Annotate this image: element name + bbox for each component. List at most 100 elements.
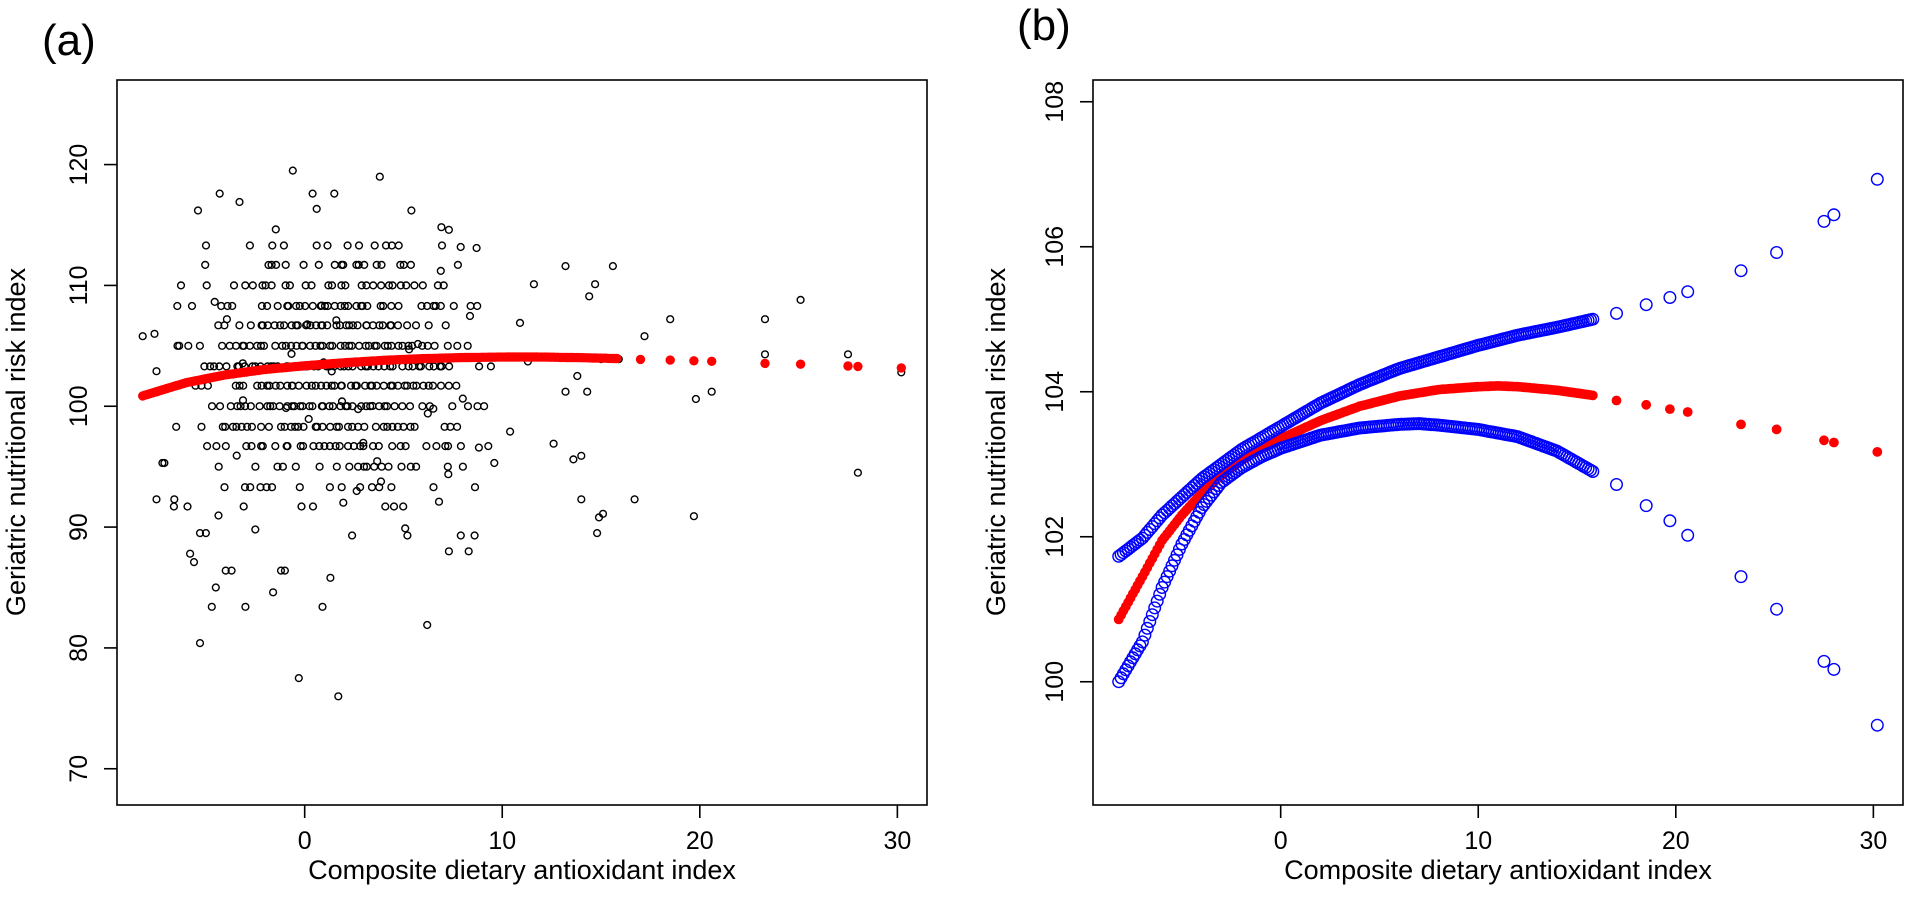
observation-point: [371, 422, 381, 431]
panel-a-y-axis-title: Geriatric nutritional risk index: [1, 267, 31, 616]
observation-point: [202, 281, 211, 290]
panel-b-x-tick-label: 30: [1859, 827, 1887, 855]
lower-band-point: [1145, 608, 1159, 622]
observation-point: [577, 451, 586, 460]
upper-band-point: [1190, 476, 1204, 490]
observation-point: [328, 341, 337, 350]
fitted-point: [1641, 399, 1652, 410]
upper-band-point: [1182, 483, 1196, 497]
observation-point: [334, 422, 344, 431]
observation-point: [397, 462, 406, 471]
observation-point: [281, 281, 290, 290]
observation-point: [222, 315, 232, 324]
observation-point: [354, 260, 363, 270]
observation-point: [348, 321, 358, 330]
observation-point: [302, 321, 311, 330]
observation-point: [419, 381, 428, 390]
observation-point: [362, 281, 371, 290]
fitted-point: [853, 361, 863, 372]
observation-point: [394, 241, 403, 250]
observation-point: [388, 422, 397, 431]
observation-point: [280, 321, 289, 330]
observation-point: [235, 381, 244, 390]
observation-point: [853, 468, 863, 477]
observation-point: [484, 442, 493, 451]
observation-point: [456, 531, 465, 540]
observation-point: [463, 341, 472, 350]
observation-point: [355, 341, 364, 350]
observation-point: [470, 483, 480, 492]
observation-point: [336, 341, 345, 350]
panel-a-label: (a): [42, 16, 96, 65]
observation-point: [390, 402, 399, 411]
upper-band-point: [1170, 494, 1184, 508]
observation-point: [381, 502, 390, 511]
observation-point: [361, 341, 370, 350]
observation-point: [212, 442, 221, 451]
observation-point: [290, 402, 299, 411]
observation-point: [428, 381, 438, 390]
observation-point: [409, 381, 418, 390]
lower-band-point: [1827, 662, 1841, 676]
observation-point: [436, 381, 446, 390]
observation-point: [201, 528, 211, 538]
observation-point: [287, 349, 296, 359]
observation-point: [569, 455, 578, 464]
observation-point: [308, 502, 318, 511]
observation-point: [327, 281, 337, 290]
upper-band-point: [1187, 479, 1201, 493]
lower-band-point: [1140, 621, 1154, 635]
observation-point: [228, 301, 237, 311]
lower-band-point: [1143, 615, 1157, 629]
observation-point: [456, 242, 465, 252]
fitted-point: [896, 363, 906, 373]
observation-point: [312, 204, 321, 214]
observation-point: [561, 262, 570, 271]
observation-point: [411, 321, 421, 330]
panel-b-x-tick-label: 0: [1274, 827, 1288, 855]
panel-a-y-tick-label: 110: [65, 265, 93, 305]
observation-point: [152, 495, 161, 504]
observation-point: [150, 329, 159, 338]
lower-band-point: [1212, 479, 1226, 493]
observation-point: [241, 281, 250, 290]
upper-band-point: [1639, 298, 1653, 312]
observation-point: [364, 341, 374, 350]
observation-point: [246, 321, 255, 330]
observation-point: [608, 262, 618, 271]
observation-point: [441, 321, 450, 330]
observation-point: [381, 241, 391, 250]
observation-point: [262, 483, 271, 492]
lower-band-point: [1138, 628, 1152, 642]
observation-point: [367, 381, 377, 390]
observation-point: [486, 362, 496, 371]
observation-point: [203, 442, 212, 451]
panel-b-y-tick-label: 100: [1041, 661, 1069, 703]
panel-a-x-axis-title: Composite dietary antioxidant index: [308, 855, 736, 885]
observation-point: [396, 281, 405, 290]
observation-point: [214, 511, 223, 520]
observation-point: [400, 381, 409, 390]
observation-point: [387, 301, 396, 311]
upper-band-point: [1681, 285, 1695, 299]
observation-point: [549, 439, 558, 448]
observation-point: [345, 462, 354, 471]
observation-point: [294, 381, 303, 390]
observation-point: [332, 422, 341, 431]
observation-point: [357, 281, 366, 290]
observation-point: [176, 281, 186, 290]
observation-point: [404, 341, 413, 350]
observation-point: [285, 281, 295, 290]
panel-b-y-tick-label: 102: [1041, 516, 1069, 558]
observation-point: [187, 301, 197, 311]
observation-point: [239, 341, 249, 350]
observation-point: [394, 341, 403, 350]
lower-band-point: [1734, 570, 1748, 584]
observation-point: [480, 402, 489, 411]
observation-point: [353, 321, 362, 330]
observation-point: [170, 495, 179, 504]
observation-point: [407, 206, 416, 215]
observation-point: [444, 470, 453, 479]
observation-point: [345, 341, 354, 350]
lower-band-point: [1870, 718, 1884, 732]
